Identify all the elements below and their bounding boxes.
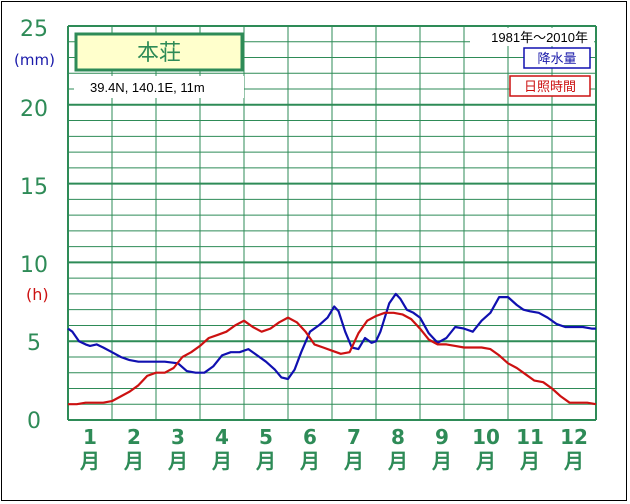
series-layer bbox=[67, 292, 597, 406]
y-tick-5: 5 bbox=[27, 331, 41, 356]
y-tick-labels: 0 5 10 15 20 25 bbox=[20, 17, 48, 434]
month-kanji-label: 月 bbox=[123, 449, 144, 473]
month-kanji-label: 月 bbox=[343, 449, 364, 473]
period-label: 1981年〜2010年 bbox=[491, 30, 588, 45]
month-number-label: 9 bbox=[435, 425, 449, 449]
month-number-label: 2 bbox=[127, 425, 141, 449]
month-kanji-label: 月 bbox=[431, 449, 452, 473]
rain-unit-label: (mm) bbox=[14, 51, 55, 69]
month-number-label: 10 bbox=[472, 425, 500, 449]
month-kanji-label: 月 bbox=[563, 449, 584, 473]
month-number-label: 5 bbox=[259, 425, 273, 449]
y-tick-0: 0 bbox=[27, 409, 41, 434]
month-kanji-label: 月 bbox=[167, 449, 188, 473]
legend: 降水量 日照時間 bbox=[509, 47, 591, 97]
y-tick-20: 20 bbox=[20, 97, 48, 122]
legend-sun-label: 日照時間 bbox=[524, 80, 576, 95]
month-kanji-label: 月 bbox=[299, 449, 320, 473]
month-kanji-label: 月 bbox=[211, 449, 232, 473]
legend-rain-label: 降水量 bbox=[537, 52, 576, 67]
grid-lines bbox=[67, 25, 597, 421]
month-kanji-label: 月 bbox=[79, 449, 100, 473]
month-kanji-label: 月 bbox=[475, 449, 496, 473]
month-number-label: 3 bbox=[171, 425, 185, 449]
coords-bg bbox=[74, 76, 244, 98]
month-number-label: 8 bbox=[391, 425, 405, 449]
sunshine-line bbox=[68, 311, 597, 406]
month-number-label: 1 bbox=[83, 425, 97, 449]
legend-rain-box bbox=[523, 47, 591, 69]
month-number-label: 6 bbox=[303, 425, 317, 449]
month-number-label: 12 bbox=[560, 425, 588, 449]
station-box-frame bbox=[74, 32, 244, 72]
month-kanji-label: 月 bbox=[519, 449, 540, 473]
station-box: 本荘 bbox=[74, 32, 244, 72]
month-kanji-label: 月 bbox=[255, 449, 276, 473]
month-number-label: 4 bbox=[215, 425, 229, 449]
station-coords: 39.4N, 140.1E, 11m bbox=[90, 80, 205, 95]
station-name: 本荘 bbox=[137, 41, 181, 66]
y-tick-25: 25 bbox=[20, 17, 48, 42]
sunshine-unit-label: (h) bbox=[26, 285, 49, 304]
y-tick-10: 10 bbox=[20, 253, 48, 278]
rainfall-line bbox=[67, 292, 596, 381]
month-number-label: 11 bbox=[516, 425, 544, 449]
month-kanji-label: 月 bbox=[387, 449, 408, 473]
month-number-label: 7 bbox=[347, 425, 361, 449]
y-tick-15: 15 bbox=[20, 175, 48, 200]
period-bg bbox=[470, 28, 594, 46]
legend-sun-box bbox=[509, 75, 591, 97]
